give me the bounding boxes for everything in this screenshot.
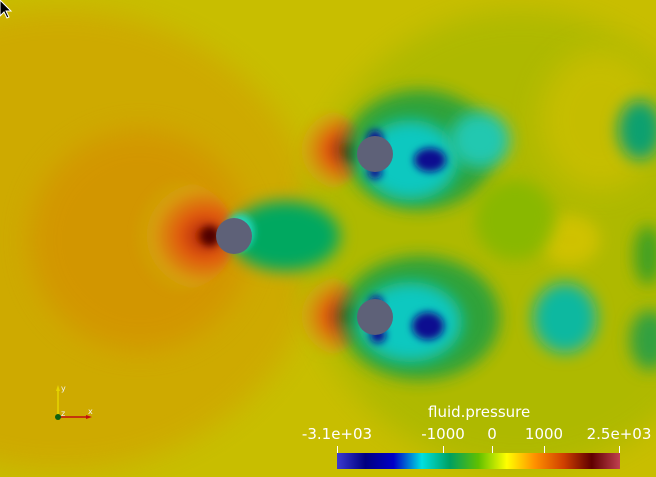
axis-y-label: y bbox=[61, 384, 66, 393]
scalar-bar-title: fluid.pressure bbox=[428, 403, 531, 421]
scalar-bar-tick-mark bbox=[337, 446, 338, 454]
scalar-bar-tick-label: 2.5e+03 bbox=[586, 425, 652, 443]
cylinder-middle bbox=[216, 218, 252, 254]
scalar-bar-tick-mark bbox=[544, 446, 545, 454]
scalar-bar-tick-label: -3.1e+03 bbox=[301, 425, 373, 443]
scalar-bar-tick-mark bbox=[443, 446, 444, 454]
scalar-bar-colormap[interactable] bbox=[337, 453, 620, 469]
scalar-bar-tick-label: 1000 bbox=[524, 425, 564, 443]
scalar-bar-tick-mark bbox=[619, 446, 620, 454]
scalar-bar-tick-label: 0 bbox=[487, 425, 497, 443]
scalar-bar-tick-label: -1000 bbox=[421, 425, 465, 443]
mouse-cursor-icon bbox=[0, 0, 13, 19]
axis-z-label: z bbox=[61, 409, 65, 418]
scalar-bar-tick-mark bbox=[492, 446, 493, 454]
orientation-axes: y z x bbox=[55, 384, 93, 420]
cylinder-lower bbox=[357, 299, 393, 335]
axis-x-label: x bbox=[88, 407, 93, 416]
cylinder-upper bbox=[357, 136, 393, 172]
